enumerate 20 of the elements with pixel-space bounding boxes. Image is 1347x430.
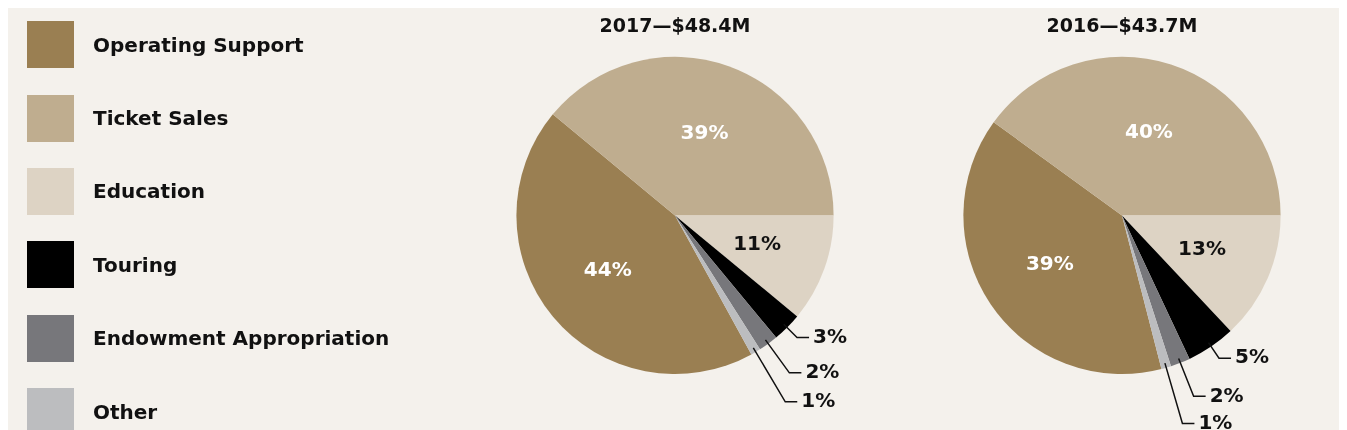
legend-label: Operating Support bbox=[93, 32, 304, 57]
legend-label: Touring bbox=[93, 252, 178, 277]
data-label: 5% bbox=[1235, 344, 1269, 369]
data-label: 11% bbox=[733, 231, 782, 256]
data-label: 1% bbox=[1198, 409, 1233, 430]
legend-label: Ticket Sales bbox=[93, 106, 229, 131]
data-label: 39% bbox=[1025, 250, 1074, 275]
slice-label: 2017—$48.4M bbox=[599, 14, 751, 37]
data-label: 44% bbox=[583, 257, 632, 282]
slice-label: 2016—$43.7M bbox=[1046, 14, 1198, 37]
data-label: 2% bbox=[805, 359, 840, 384]
data-label: 1% bbox=[801, 388, 836, 413]
data-label: 3% bbox=[813, 323, 848, 348]
data-label: 2% bbox=[1209, 382, 1244, 407]
data-label: 39% bbox=[680, 119, 729, 144]
legend-label: Endowment Appropriation bbox=[93, 326, 390, 351]
legend-label: Other bbox=[93, 399, 158, 424]
data-label: 40% bbox=[1125, 118, 1173, 143]
data-label: 13% bbox=[1178, 236, 1226, 261]
legend-label: Education bbox=[93, 179, 205, 204]
